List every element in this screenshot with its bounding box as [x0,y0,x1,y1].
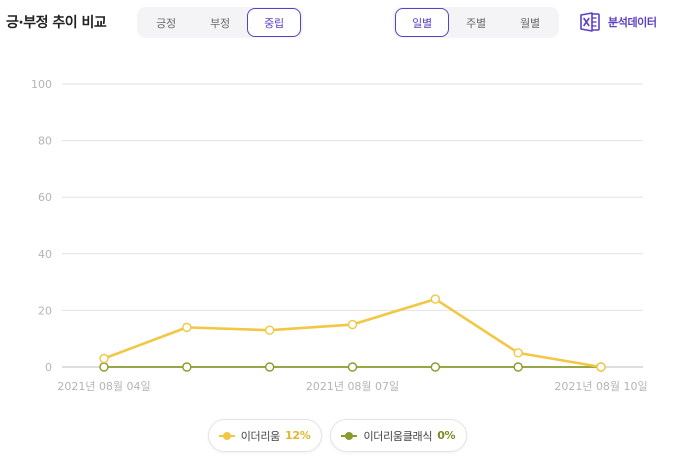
tab-negative[interactable]: 부정 [210,16,230,30]
data-point [430,294,441,304]
y-tick-label: 100 [31,78,52,91]
legend-series-share: 0% [437,429,456,442]
data-point [182,322,192,333]
legend-marker-icon [341,431,358,441]
data-point [264,362,275,372]
x-tick-label: 2021년 08월 10일 [554,379,647,393]
x-tick-label: 2021년 08월 04일 [57,379,150,393]
export-data-label: 분석데이터 [608,16,657,29]
period-toggle: 일별 주별 월별 [393,7,559,38]
legend-series-name: 이더리움클래식 [363,429,433,443]
tab-weekly[interactable]: 주별 [466,16,486,30]
data-point [347,319,358,330]
chart-series [99,294,606,372]
tab-positive[interactable]: 긍정 [156,16,176,30]
data-point [430,362,441,372]
x-tick-label: 2021년 08월 07일 [306,379,399,393]
data-point [264,325,275,335]
tab-monthly[interactable]: 월별 [520,16,540,30]
export-data-button[interactable]: 분석데이터 [580,11,657,33]
tab-daily[interactable]: 일별 [395,8,449,37]
data-point [513,362,523,372]
series-line [103,297,602,369]
excel-icon [580,11,601,33]
data-point [99,353,109,364]
tab-neutral[interactable]: 중립 [247,8,301,37]
y-tick-label: 40 [38,248,52,261]
legend-item-ethereum-classic[interactable]: 이더리움클래식 0% [330,419,468,452]
y-tick-label: 0 [45,361,52,374]
chart-legend: 이더리움 12% 이더리움클래식 0% [0,419,675,452]
legend-series-name: 이더리움 [240,429,281,443]
legend-marker-icon [218,431,235,441]
data-point [513,348,523,358]
legend-item-ethereum[interactable]: 이더리움 12% [207,419,323,452]
y-tick-label: 60 [38,191,52,204]
data-point [182,362,192,372]
y-tick-label: 20 [38,304,52,317]
y-tick-label: 80 [38,135,52,148]
sentiment-toggle: 긍정 부정 중립 [137,7,303,38]
y-axis-ticks: 0 20 40 60 80 100 [31,78,52,374]
data-point [596,362,606,372]
data-point [347,362,358,372]
page-title: 긍·부정 추이 비교 [6,15,107,31]
data-point [99,362,109,372]
legend-series-share: 12% [285,429,311,442]
x-axis-ticks: 2021년 08월 04일 2021년 08월 07일 2021년 08월 10일 [57,379,647,393]
